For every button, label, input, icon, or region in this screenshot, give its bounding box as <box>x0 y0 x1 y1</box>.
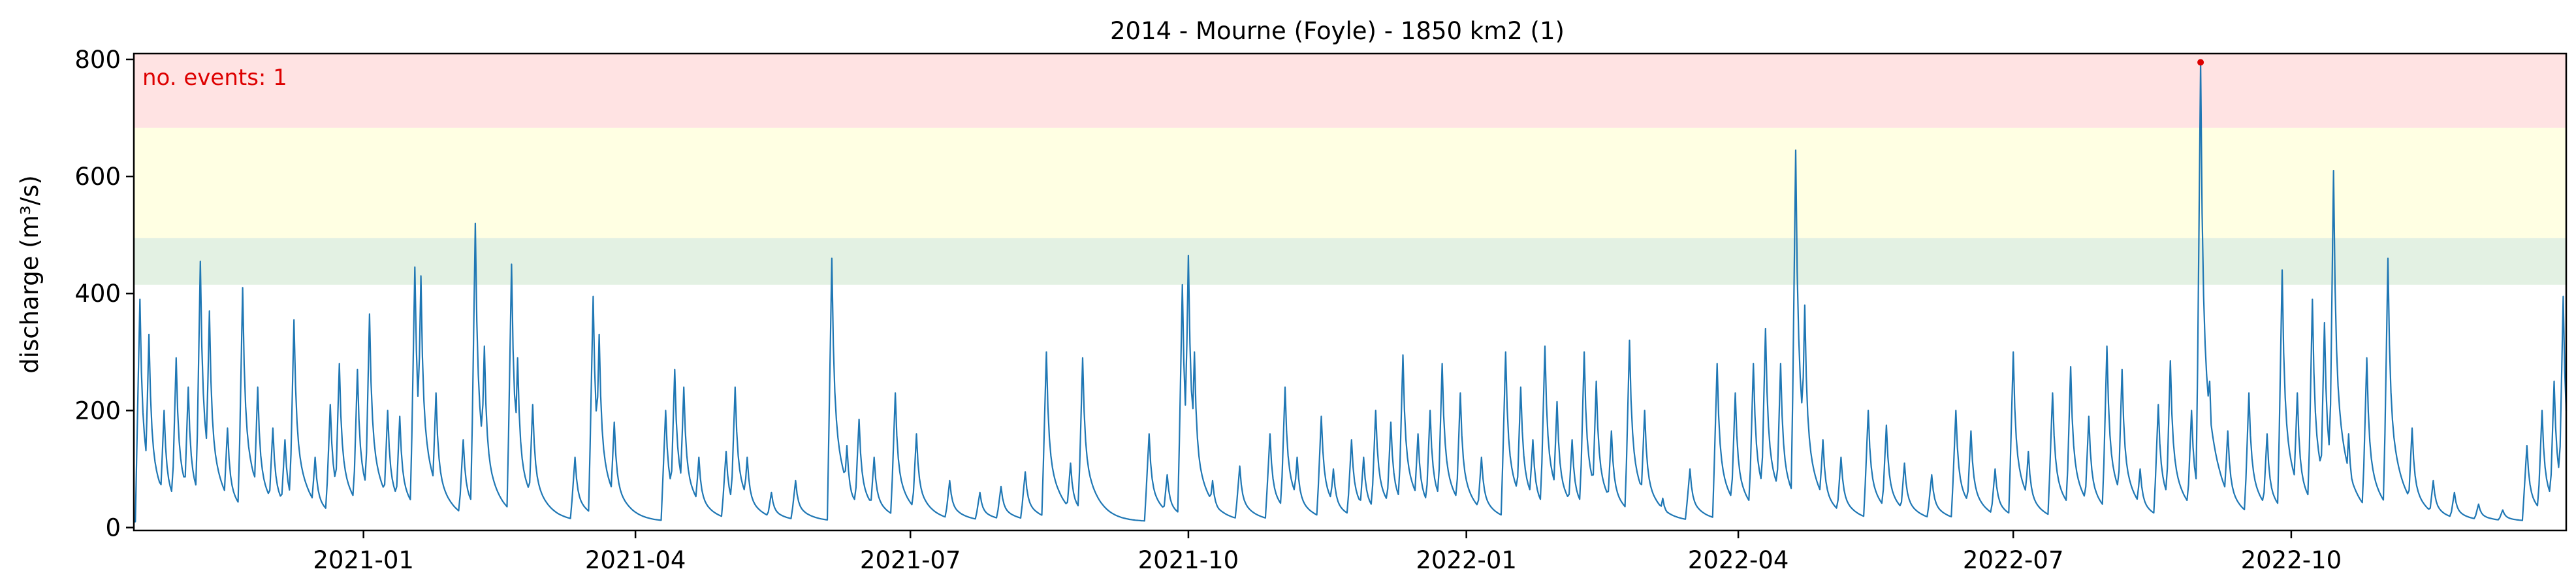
event-marker <box>2197 59 2204 66</box>
chart-title: 2014 - Mourne (Foyle) - 1850 km2 (1) <box>1110 17 1565 45</box>
x-tick-label: 2022-01 <box>1416 546 1517 569</box>
y-axis: 0 200 400 600 800 <box>74 46 134 542</box>
x-tick-label: 2022-07 <box>1963 546 2064 569</box>
threshold-band-3 <box>134 54 2566 128</box>
x-tick-label: 2022-04 <box>1688 546 1789 569</box>
y-tick-label: 200 <box>74 397 121 425</box>
plot-frame <box>133 52 2568 532</box>
x-tick-label: 2022-10 <box>2241 546 2342 569</box>
discharge-line <box>134 61 2568 523</box>
event-markers <box>2197 59 2204 66</box>
y-tick-label: 400 <box>74 280 121 308</box>
x-tick-label: 2021-07 <box>860 546 961 569</box>
threshold-band-2 <box>134 127 2566 238</box>
threshold-band-1 <box>134 238 2566 285</box>
x-tick-label: 2021-04 <box>585 546 686 569</box>
y-axis-label: discharge (m³/s) <box>16 175 44 374</box>
event-count-annotation: no. events: 1 <box>142 65 287 91</box>
threshold-bands <box>134 54 2566 285</box>
y-tick-label: 600 <box>74 163 121 191</box>
x-tick-label: 2021-01 <box>313 546 414 569</box>
discharge-series <box>134 61 2568 523</box>
y-tick-label: 0 <box>105 514 121 542</box>
x-tick-label: 2021-10 <box>1138 546 1239 569</box>
y-tick-label: 800 <box>74 46 121 74</box>
x-axis: 2021-01 2021-04 2021-07 2021-10 2022-01 2022-… <box>313 530 2342 569</box>
